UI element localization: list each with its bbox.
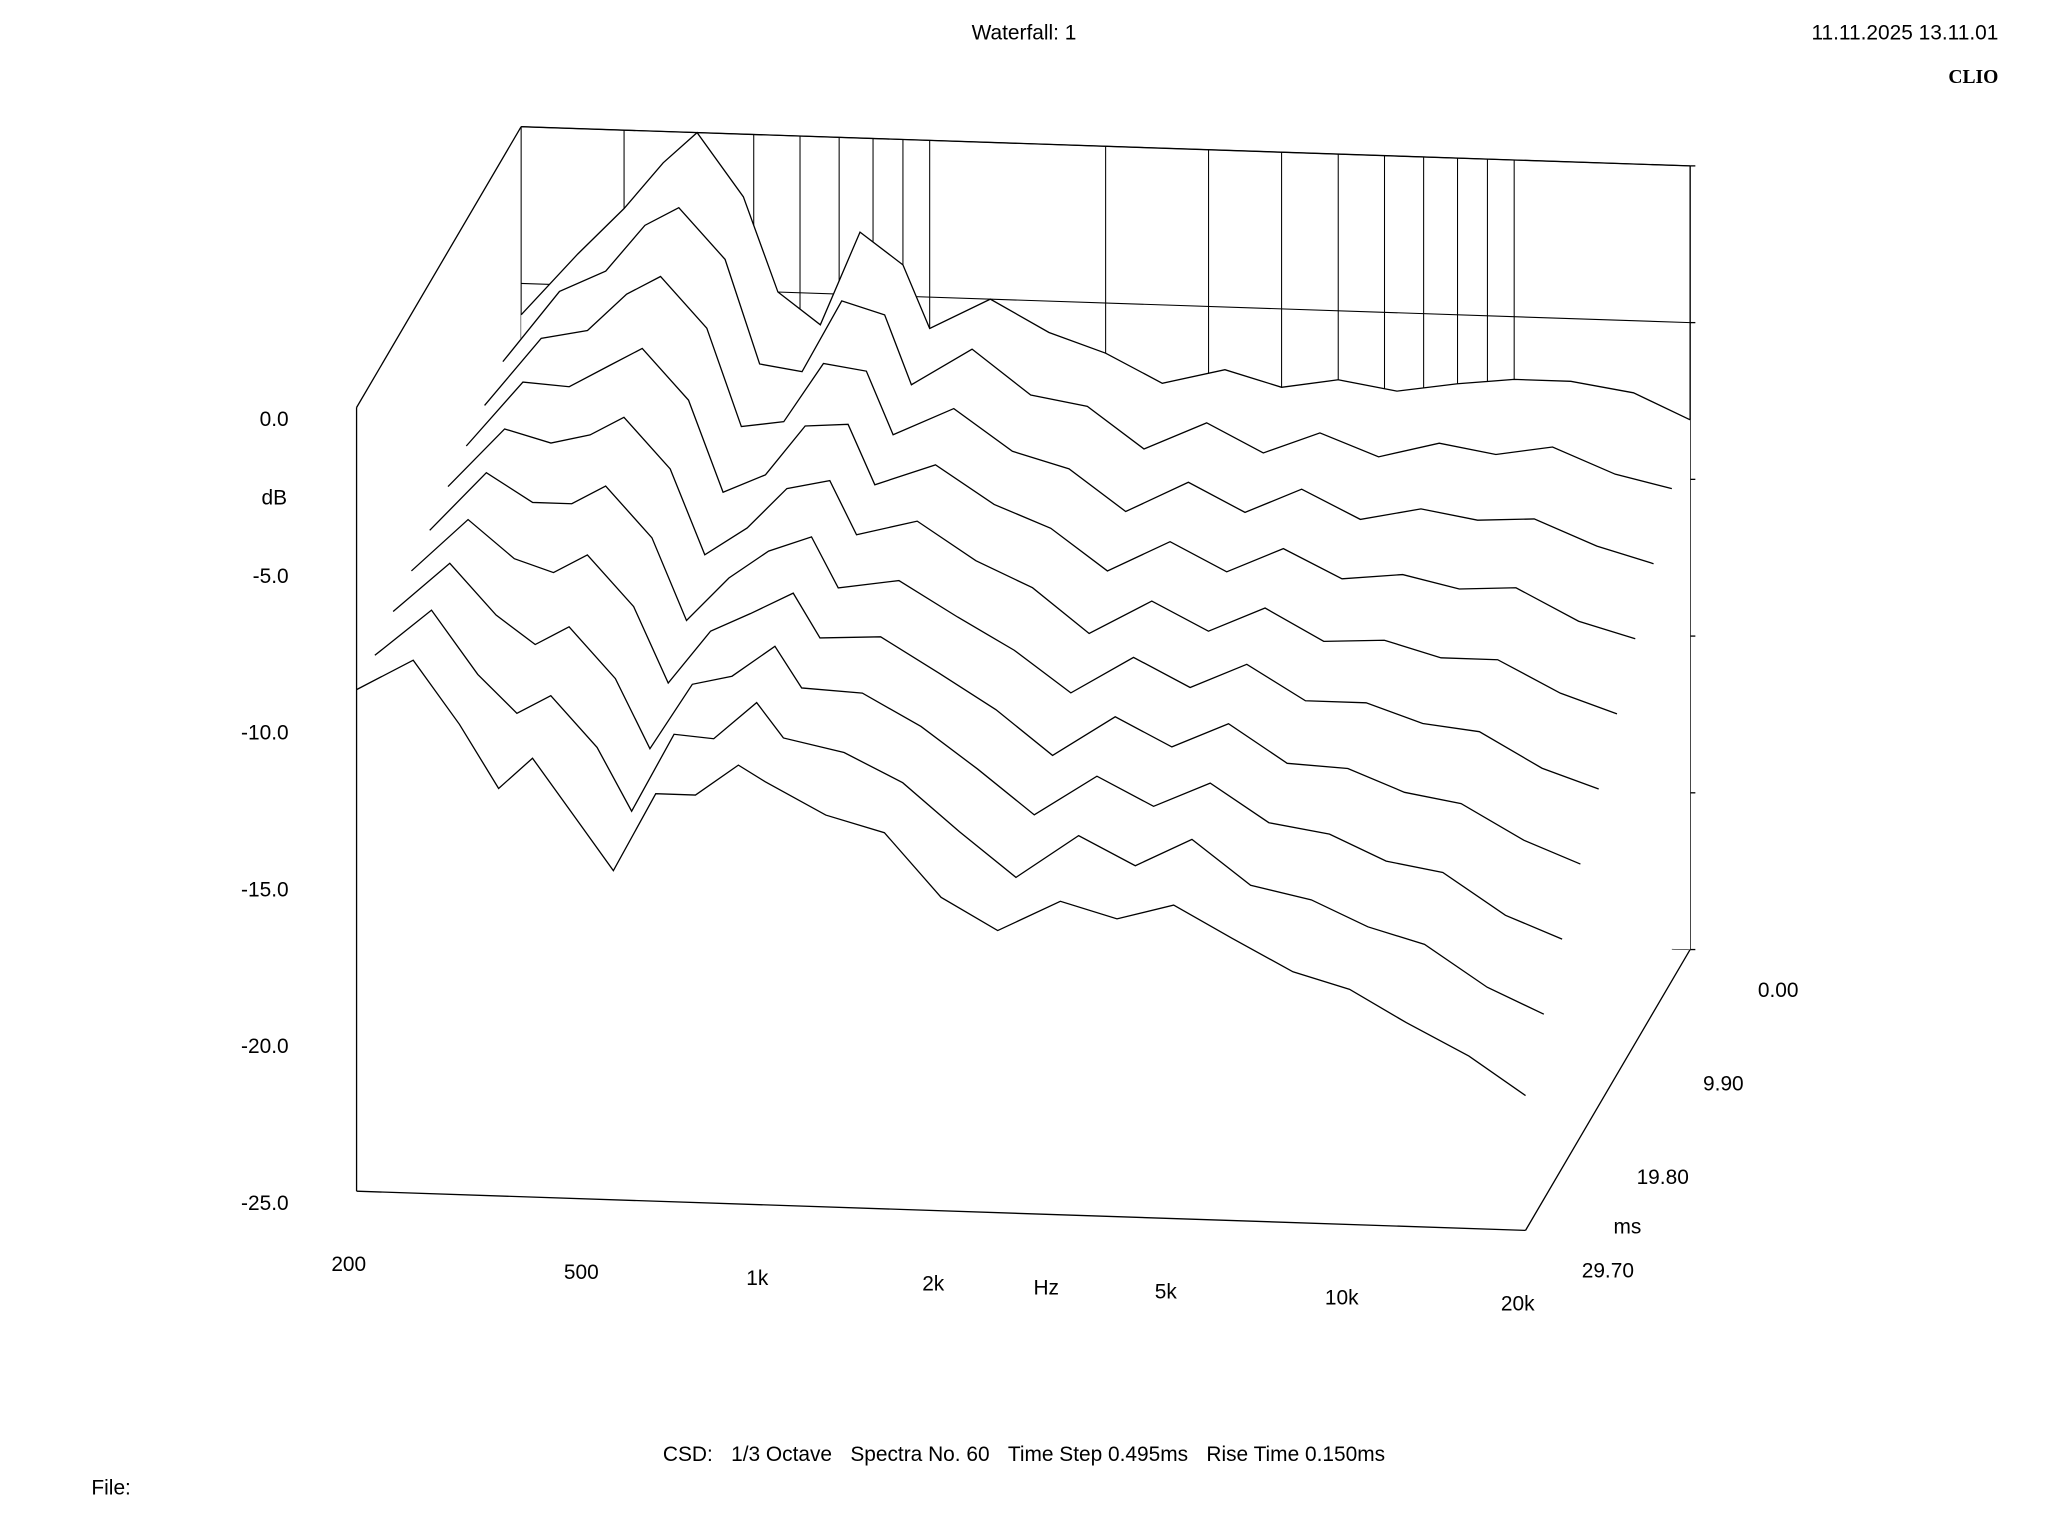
x-tick-label: 5k — [1155, 1281, 1178, 1304]
y-tick-label: -25.0 — [241, 1192, 289, 1215]
spectrum-line — [429, 471, 1599, 790]
y-tick-label: -15.0 — [241, 878, 289, 901]
spectrum-line — [465, 347, 1636, 640]
y-axis-label: dB — [262, 486, 288, 509]
footer-text: CSD: 1/3 Octave Spectra No. 60 Time Step 0.… — [663, 1443, 1385, 1466]
chart-title: Waterfall: 1 — [972, 21, 1077, 44]
x-tick-label: 20k — [1501, 1292, 1535, 1315]
spectrum-line — [447, 416, 1618, 715]
frame-edge — [356, 126, 522, 408]
x-tick-label: 1k — [746, 1267, 769, 1290]
spectrum-line — [520, 131, 1691, 421]
y-tick-label: 0.0 — [260, 408, 289, 431]
footer-part: Spectra No. 60 — [850, 1443, 989, 1466]
spectrum-line — [392, 562, 1563, 940]
z-tick-label: 19.80 — [1637, 1166, 1689, 1189]
footer-part: CSD: — [663, 1443, 713, 1466]
z-tick-label: 29.70 — [1582, 1260, 1634, 1283]
z-tick-label: 9.90 — [1703, 1072, 1744, 1095]
spectrum-line — [502, 206, 1672, 490]
x-tick-label: 200 — [331, 1253, 366, 1276]
spectrum-line — [410, 518, 1581, 865]
y-tick-label: -10.0 — [241, 722, 289, 745]
frame-edge — [1524, 949, 1691, 1231]
y-tick-label: -20.0 — [241, 1035, 289, 1058]
footer-part: Rise Time 0.150ms — [1206, 1443, 1385, 1466]
file-label: File: — [91, 1476, 130, 1499]
spectrum-line — [484, 275, 1654, 565]
footer-part: Time Step 0.495ms — [1008, 1443, 1188, 1466]
z-tick-label: 0.00 — [1758, 979, 1799, 1002]
footer-part: 1/3 Octave — [731, 1443, 832, 1466]
brand: CLIO — [1948, 67, 1998, 88]
spectrum-line — [356, 659, 1526, 1097]
frame-edge — [356, 1190, 1526, 1232]
spectrum-slice — [356, 659, 1526, 1231]
x-tick-label: 10k — [1325, 1286, 1359, 1309]
frame-edge — [521, 126, 1691, 167]
y-tick-label: -5.0 — [253, 565, 289, 588]
footer: CSD: 1/3 Octave Spectra No. 60 Time Step 0.… — [663, 1443, 1385, 1466]
x-tick-label: 500 — [564, 1261, 599, 1284]
spectrum-line — [374, 609, 1545, 1015]
slice-fill — [356, 660, 1526, 1231]
x-tick-label: 2k — [922, 1273, 945, 1296]
timestamp: 11.11.2025 13.11.01 — [1811, 21, 1998, 44]
x-axis-label: Hz — [1033, 1277, 1059, 1300]
z-axis-label: ms — [1614, 1215, 1642, 1238]
